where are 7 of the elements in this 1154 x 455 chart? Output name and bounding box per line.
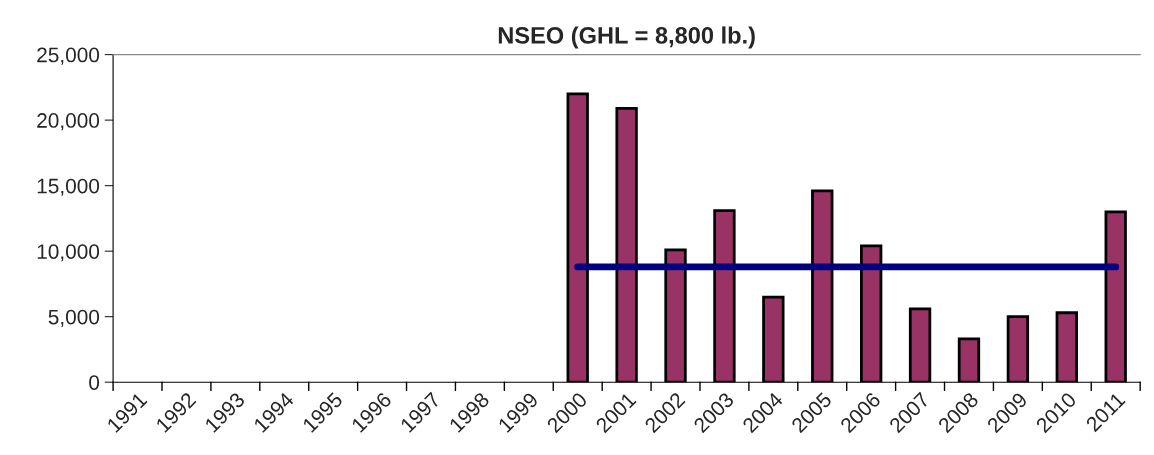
y-tick-label: 5,000: [48, 309, 100, 327]
y-tick-label: 0: [89, 375, 100, 390]
y-tick-label: 10,000: [37, 244, 100, 262]
y-tick-label: 20,000: [37, 113, 100, 131]
chart-title: NSEO (GHL = 8,800 lb.): [498, 26, 755, 49]
y-tick-label: 25,000: [37, 47, 100, 65]
y-tick-label: 15,000: [37, 178, 100, 196]
